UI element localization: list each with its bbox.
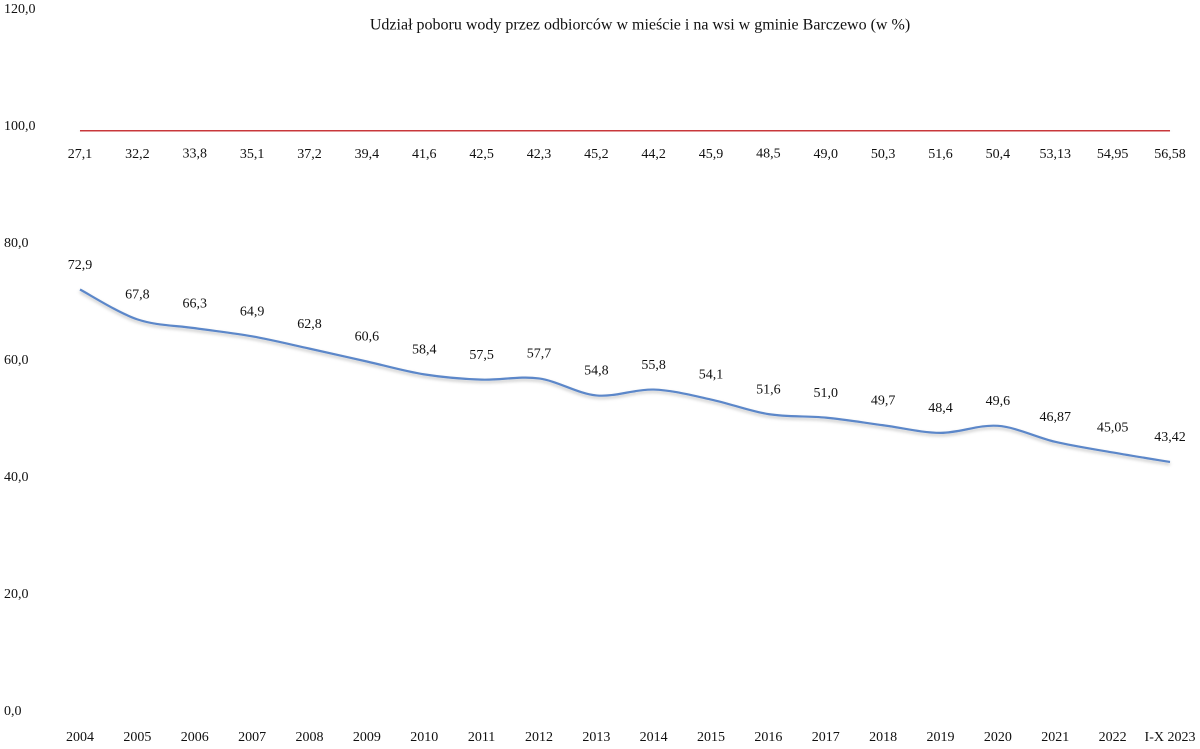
line-series	[79, 288, 1171, 464]
x-tick-label: 2006	[181, 730, 209, 745]
data-label: 50,4	[986, 147, 1011, 162]
data-label: 48,5	[756, 147, 781, 162]
data-label: 53,13	[1040, 147, 1072, 162]
data-label: 54,95	[1097, 147, 1129, 162]
data-label: 27,1	[68, 147, 93, 162]
y-tick-label: 20,0	[4, 587, 29, 602]
x-tick-label: 2004	[66, 730, 94, 745]
data-label: 45,9	[699, 147, 724, 162]
data-label: 64,9	[240, 305, 265, 320]
data-label: 49,6	[986, 394, 1011, 409]
data-label: 37,2	[297, 147, 322, 162]
x-tick-label: I-X 2023	[1145, 730, 1196, 745]
y-tick-label: 120,0	[4, 2, 36, 17]
x-tick-label: 2013	[582, 730, 610, 745]
data-label: 58,4	[412, 343, 437, 358]
y-tick-label: 60,0	[4, 353, 29, 368]
x-tick-label: 2010	[410, 730, 438, 745]
data-label: 57,7	[527, 347, 552, 362]
data-label: 45,05	[1097, 421, 1129, 436]
data-label: 32,2	[125, 147, 150, 162]
data-label: 57,5	[469, 348, 494, 363]
x-tick-label: 2014	[640, 730, 668, 745]
data-label: 51,6	[928, 147, 953, 162]
line-series	[79, 129, 1170, 133]
x-tick-label: 2018	[869, 730, 897, 745]
y-tick-label: 0,0	[4, 704, 22, 719]
data-label: 46,87	[1040, 410, 1072, 425]
data-label: 66,3	[182, 296, 207, 311]
data-label: 42,3	[527, 147, 552, 162]
data-label: 51,0	[814, 386, 839, 401]
data-label: 67,8	[125, 288, 150, 303]
x-tick-label: 2012	[525, 730, 553, 745]
data-label: 39,4	[355, 147, 380, 162]
data-label: 55,8	[641, 358, 666, 373]
data-label: 43,42	[1154, 430, 1186, 445]
x-tick-label: 2022	[1099, 730, 1127, 745]
data-label: 49,0	[814, 147, 839, 162]
x-tick-label: 2016	[754, 730, 782, 745]
x-tick-label: 2020	[984, 730, 1012, 745]
data-label: 33,8	[182, 147, 207, 162]
x-tick-label: 2011	[468, 730, 495, 745]
x-tick-label: 2005	[123, 730, 151, 745]
x-tick-label: 2008	[295, 730, 323, 745]
y-tick-label: 40,0	[4, 470, 29, 485]
x-tick-label: 2021	[1041, 730, 1069, 745]
chart-title: Udział poboru wody przez odbiorców w mie…	[370, 17, 910, 34]
data-label: 56,58	[1154, 147, 1186, 162]
data-label: 48,4	[928, 401, 953, 416]
data-label: 45,2	[584, 147, 609, 162]
data-label: 49,7	[871, 393, 896, 408]
data-label: 62,8	[297, 317, 322, 332]
x-tick-label: 2019	[927, 730, 955, 745]
data-label: 60,6	[355, 330, 380, 345]
data-label: 35,1	[240, 147, 265, 162]
x-tick-label: 2015	[697, 730, 725, 745]
data-label: 51,6	[756, 382, 781, 397]
x-tick-label: 2007	[238, 730, 266, 745]
y-tick-label: 80,0	[4, 236, 29, 251]
data-label: 50,3	[871, 147, 896, 162]
y-tick-label: 100,0	[4, 119, 36, 134]
data-label: 44,2	[641, 147, 666, 162]
x-tick-label: 2017	[812, 730, 840, 745]
x-tick-label: 2009	[353, 730, 381, 745]
data-label: 41,6	[412, 147, 437, 162]
data-label: 54,8	[584, 364, 609, 379]
data-label: 54,1	[699, 368, 724, 383]
data-label: 42,5	[469, 147, 494, 162]
data-label: 72,9	[68, 258, 93, 273]
